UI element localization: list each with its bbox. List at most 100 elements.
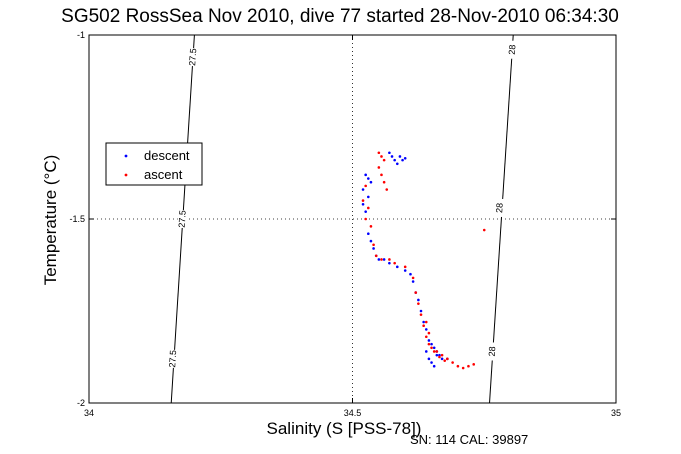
descent-point (401, 158, 404, 162)
ascent-point (367, 206, 370, 210)
ascent-point (411, 276, 415, 280)
descent-point (403, 269, 407, 272)
ascent-point (388, 258, 391, 261)
descent-point (395, 162, 399, 166)
contour-label-gap (495, 198, 506, 217)
ascent-point (419, 313, 423, 316)
descent-point (372, 247, 375, 250)
descent-point (367, 195, 370, 199)
contour-label: 27.5 (187, 48, 198, 66)
legend-box (105, 142, 203, 186)
ascent-point (422, 324, 425, 328)
descent-point (432, 346, 436, 350)
descent-point (424, 350, 428, 353)
descent-point (377, 258, 381, 261)
footer-sn-cal: SN: 114 CAL: 39897 (410, 432, 528, 447)
chart-title: SG502 RossSea Nov 2010, dive 77 started … (61, 6, 619, 27)
ascent-point (377, 151, 381, 155)
descent-point (388, 151, 391, 155)
grid-lines (89, 35, 616, 403)
x-tick-label: 34 (84, 408, 94, 418)
ascent-point (380, 173, 383, 177)
axis-ticks: 34 34.5 35 -1 -1.5 -2 (69, 30, 621, 418)
ascent-point (446, 357, 449, 361)
legend-descent-label: descent (144, 148, 190, 163)
x-tick-label: 34.5 (344, 408, 362, 418)
ascent-point (467, 364, 470, 368)
descent-point (424, 328, 428, 331)
descent-point (432, 364, 436, 368)
descent-point (435, 353, 439, 357)
ascent-point (374, 254, 378, 258)
y-tick-label: -1.5 (69, 214, 85, 224)
descent-point (364, 173, 367, 177)
descent-point (369, 239, 373, 243)
descent-point (419, 309, 423, 313)
ascent-point (443, 359, 447, 362)
descent-point (369, 180, 373, 184)
ascent-point (424, 320, 428, 324)
ascent-point (364, 184, 367, 188)
contour-label-gap (168, 349, 179, 368)
descent-point (409, 272, 412, 276)
descent-point (427, 339, 431, 342)
ascent-point (456, 364, 460, 368)
contour-label-gap (188, 48, 199, 67)
ascent-point (380, 258, 383, 261)
descent-point (390, 155, 394, 158)
descent-point (422, 320, 425, 324)
contour-line-28 (489, 34, 514, 404)
descent-point (395, 265, 399, 269)
contour-label-gap (487, 342, 498, 361)
ascent-point (427, 331, 431, 335)
descent-point (438, 353, 441, 357)
descent-point (440, 357, 444, 361)
legend-descent-marker (124, 154, 128, 158)
contour-label: 28 (487, 346, 498, 357)
x-tick-label: 35 (611, 408, 621, 418)
descent-point (430, 361, 433, 364)
ascent-point (424, 335, 428, 339)
descent-point (393, 158, 396, 162)
ascent-point (414, 291, 418, 294)
descent-point (411, 280, 415, 283)
ascent-point (432, 350, 436, 353)
descent-point (361, 202, 365, 206)
ascent-point (440, 353, 444, 357)
x-axis-label: Salinity (S [PSS-78]) (267, 419, 422, 438)
contour-label: 27.5 (177, 210, 188, 228)
ascent-point (380, 155, 383, 158)
ascent-point (361, 199, 365, 202)
contour-label: 28 (507, 44, 518, 55)
ascent-point (393, 261, 396, 265)
y-tick-label: -1 (77, 30, 85, 40)
descent-point (403, 156, 407, 160)
ascent-point (382, 158, 386, 162)
data-points (361, 151, 486, 370)
ascent-point (472, 363, 476, 366)
contour-label-gap (507, 40, 518, 59)
ascent-point (369, 225, 373, 228)
ascent-point (438, 355, 441, 359)
ascent-point (461, 366, 465, 370)
ascent-point (435, 350, 439, 353)
descent-point (417, 298, 420, 302)
legend-ascent-label: ascent (144, 167, 183, 182)
descent-point (364, 210, 367, 213)
ascent-point (482, 228, 486, 232)
descent-point (430, 342, 433, 346)
descent-point (398, 155, 402, 158)
descent-point (388, 261, 391, 265)
ascent-point (430, 346, 433, 350)
y-tick-label: -2 (77, 398, 85, 408)
descent-point (427, 357, 431, 361)
descent-point (367, 177, 370, 180)
ascent-point (364, 217, 367, 221)
density-contours: 27.5 27.5 27.5 28 28 28 (167, 34, 518, 404)
legend-ascent-marker (124, 173, 128, 177)
descent-point (361, 188, 365, 191)
ascent-point (382, 180, 386, 184)
descent-point (382, 258, 386, 261)
contour-label: 27.5 (167, 350, 178, 368)
